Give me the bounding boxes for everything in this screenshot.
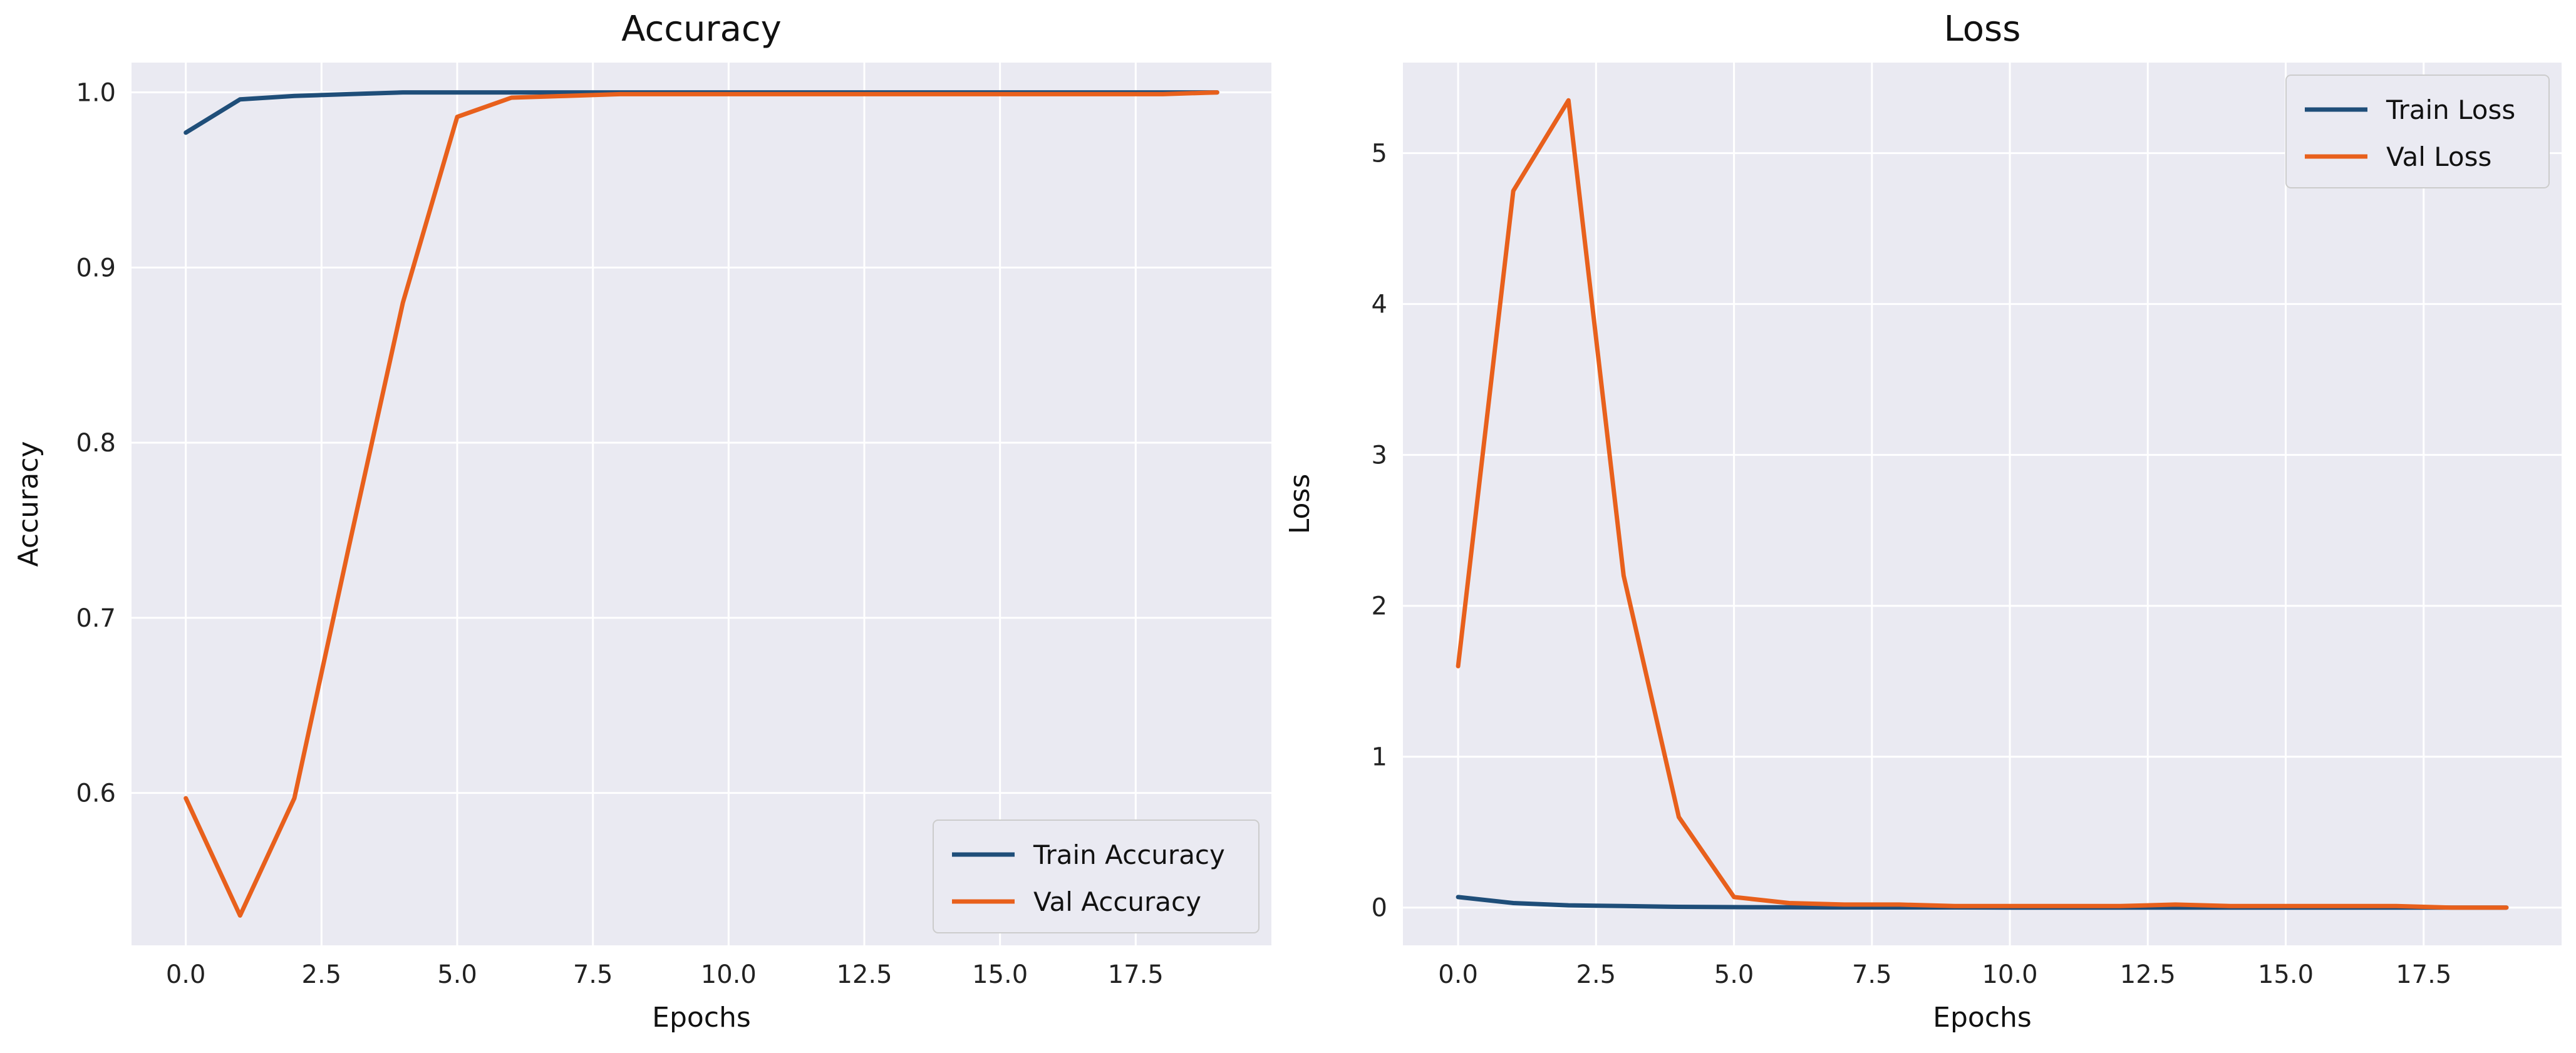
accuracy-y-tick-label: 0.9 bbox=[76, 254, 116, 282]
val-loss-line bbox=[1456, 98, 2509, 910]
accuracy-x-tick-label: 15.0 bbox=[972, 960, 1028, 989]
accuracy-y-axis-label: Accuracy bbox=[13, 441, 44, 567]
accuracy-x-tick-label: 10.0 bbox=[701, 960, 757, 989]
loss-x-tick-label: 17.5 bbox=[2396, 960, 2451, 989]
loss-legend: Train Loss Val Loss bbox=[2285, 74, 2550, 188]
loss-y-tick-label: 1 bbox=[1372, 743, 1387, 772]
accuracy-plot-area bbox=[132, 63, 1271, 945]
loss-chart-title: Loss bbox=[1944, 9, 2021, 49]
loss-x-tick-label: 7.5 bbox=[1852, 960, 1892, 989]
loss-y-tick-label: 0 bbox=[1372, 894, 1387, 923]
accuracy-y-tick-label: 0.7 bbox=[76, 604, 116, 633]
loss-x-tick-label: 12.5 bbox=[2120, 960, 2176, 989]
accuracy-y-tick-label: 0.8 bbox=[76, 429, 116, 458]
val-loss-legend-label: Val Loss bbox=[2386, 141, 2491, 172]
loss-x-axis-label: Epochs bbox=[1933, 1002, 2032, 1034]
accuracy-x-tick-label: 17.5 bbox=[1108, 960, 1164, 989]
accuracy-legend-box bbox=[933, 819, 1260, 933]
accuracy-x-tick-label: 5.0 bbox=[437, 960, 477, 989]
loss-y-tick-label: 3 bbox=[1372, 441, 1387, 470]
train-accuracy-legend-label: Train Accuracy bbox=[1033, 840, 1225, 870]
loss-legend-box bbox=[2285, 74, 2550, 188]
accuracy-y-tick-label: 1.0 bbox=[76, 79, 116, 108]
loss-y-tick-label: 4 bbox=[1372, 290, 1387, 319]
train-loss-legend-label: Train Loss bbox=[2386, 95, 2515, 125]
accuracy-legend: Train Accuracy Val Accuracy bbox=[933, 819, 1260, 933]
loss-x-tick-label: 10.0 bbox=[1982, 960, 2038, 989]
accuracy-x-tick-label: 0.0 bbox=[166, 960, 206, 989]
loss-y-axis-label: Loss bbox=[1284, 474, 1316, 535]
loss-y-tick-label: 2 bbox=[1372, 592, 1387, 621]
loss-x-tick-label: 15.0 bbox=[2258, 960, 2314, 989]
accuracy-x-tick-label: 12.5 bbox=[836, 960, 892, 989]
loss-x-tick-label: 0.0 bbox=[1438, 960, 1478, 989]
loss-y-tick-label: 5 bbox=[1372, 140, 1387, 168]
val-accuracy-line bbox=[184, 90, 1219, 918]
accuracy-y-tick-label: 0.6 bbox=[76, 779, 116, 808]
accuracy-x-tick-label: 7.5 bbox=[573, 960, 613, 989]
accuracy-x-tick-label: 2.5 bbox=[302, 960, 342, 989]
val-accuracy-legend-label: Val Accuracy bbox=[1033, 886, 1201, 917]
loss-chart: 0.0 2.5 5.0 7.5 10.0 12.5 15.0 17.5 0 1 2 3 4 5 Loss Ep… bbox=[1284, 9, 2562, 1034]
loss-x-tick-label: 5.0 bbox=[1714, 960, 1754, 989]
accuracy-x-axis-label: Epochs bbox=[652, 1002, 751, 1034]
accuracy-chart: 0.0 2.5 5.0 7.5 10.0 12.5 15.0 17.5 0.6 0.7 0.8 0.9… bbox=[13, 9, 1271, 1034]
accuracy-chart-title: Accuracy bbox=[621, 9, 782, 49]
loss-plot-area bbox=[1403, 63, 2562, 945]
loss-x-tick-label: 2.5 bbox=[1576, 960, 1616, 989]
